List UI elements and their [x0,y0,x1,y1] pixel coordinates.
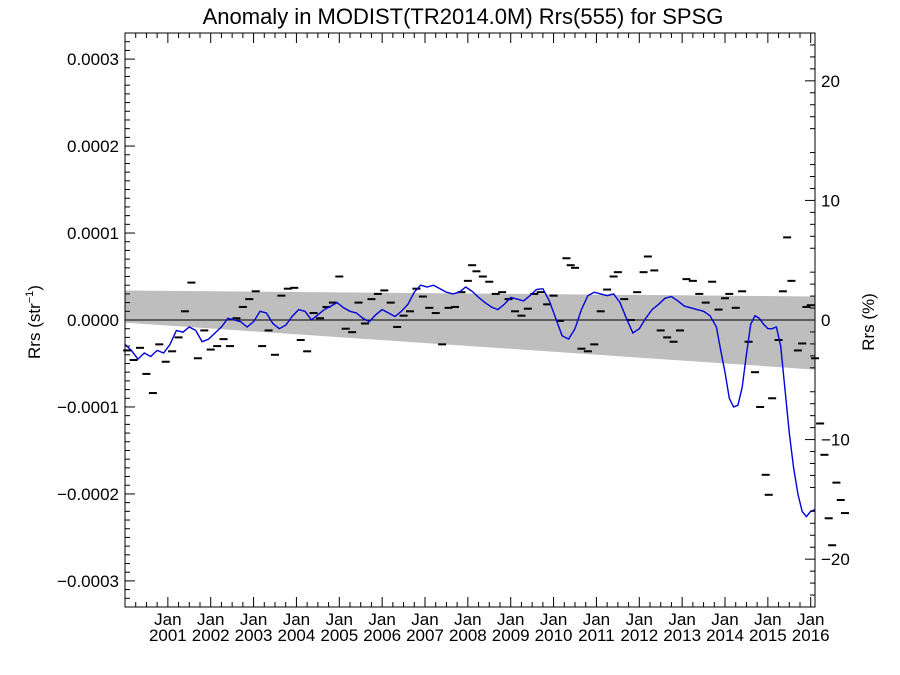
y-axis-label-left-end: ) [25,285,44,291]
x-tick-label-month: Jan [754,610,781,629]
x-tick-label-year: 2001 [149,626,187,645]
x-tick-label-year: 2012 [620,626,658,645]
x-tick-label-month: Jan [540,610,567,629]
x-tick-label-year: 2005 [320,626,358,645]
y-tick-label-right: −20 [821,550,850,569]
x-tick-label-year: 2011 [578,626,615,645]
x-tick-label-year: 2014 [706,626,744,645]
uncertainty-band [125,290,815,370]
plot-area [123,236,849,547]
y-tick-label-left: −0.0003 [57,572,119,591]
y-tick-label-left: 0.0002 [67,137,119,156]
x-tick-label-year: 2013 [663,626,701,645]
y-tick-label-left: 0.0001 [67,224,119,243]
x-tick-label-year: 2003 [235,626,273,645]
x-tick-label-month: Jan [154,610,181,629]
x-tick-label-year: 2015 [749,626,787,645]
x-tick-label-month: Jan [497,610,524,629]
y-axis-label-left: Rrs (str−1) [24,285,44,359]
axes: Jan2001Jan2002Jan2003Jan2004Jan2005Jan20… [57,32,850,645]
x-tick-label-year: 2007 [406,626,444,645]
x-tick-label-month: Jan [583,610,610,629]
y-tick-label-left: 0.0000 [67,311,119,330]
y-axis-label-left-sup: −1 [24,291,36,304]
x-tick-label-year: 2004 [278,626,316,645]
x-tick-label-month: Jan [797,610,824,629]
x-tick-label-month: Jan [668,610,695,629]
x-tick-label-month: Jan [326,610,353,629]
y-tick-label-left: −0.0002 [57,485,119,504]
x-tick-label-year: 2009 [492,626,530,645]
y-tick-label-right: 0 [821,311,830,330]
x-tick-label-year: 2002 [192,626,230,645]
chart-title: Anomaly in MODIST(TR2014.0M) Rrs(555) fo… [203,4,724,29]
x-tick-label-month: Jan [240,610,267,629]
y-tick-label-right: 10 [821,191,840,210]
y-axis-label-left-main: Rrs (str [25,303,44,359]
y-tick-label-right: 20 [821,72,840,91]
y-axis-label-right: Rrs (%) [859,293,878,351]
x-tick-label-year: 2008 [449,626,487,645]
y-tick-label-left: −0.0001 [57,398,119,417]
y-tick-label-right: −10 [821,431,850,450]
x-tick-label-month: Jan [411,610,438,629]
smoothed-line [124,284,816,518]
x-tick-label-month: Jan [454,610,481,629]
x-tick-label-month: Jan [711,610,738,629]
x-tick-label-month: Jan [368,610,395,629]
x-tick-label-year: 2006 [363,626,401,645]
y-tick-label-left: 0.0003 [67,50,119,69]
x-tick-label-year: 2010 [535,626,573,645]
x-tick-label-year: 2016 [792,626,830,645]
x-tick-label-month: Jan [283,610,310,629]
x-tick-label-month: Jan [197,610,224,629]
x-tick-label-month: Jan [626,610,653,629]
